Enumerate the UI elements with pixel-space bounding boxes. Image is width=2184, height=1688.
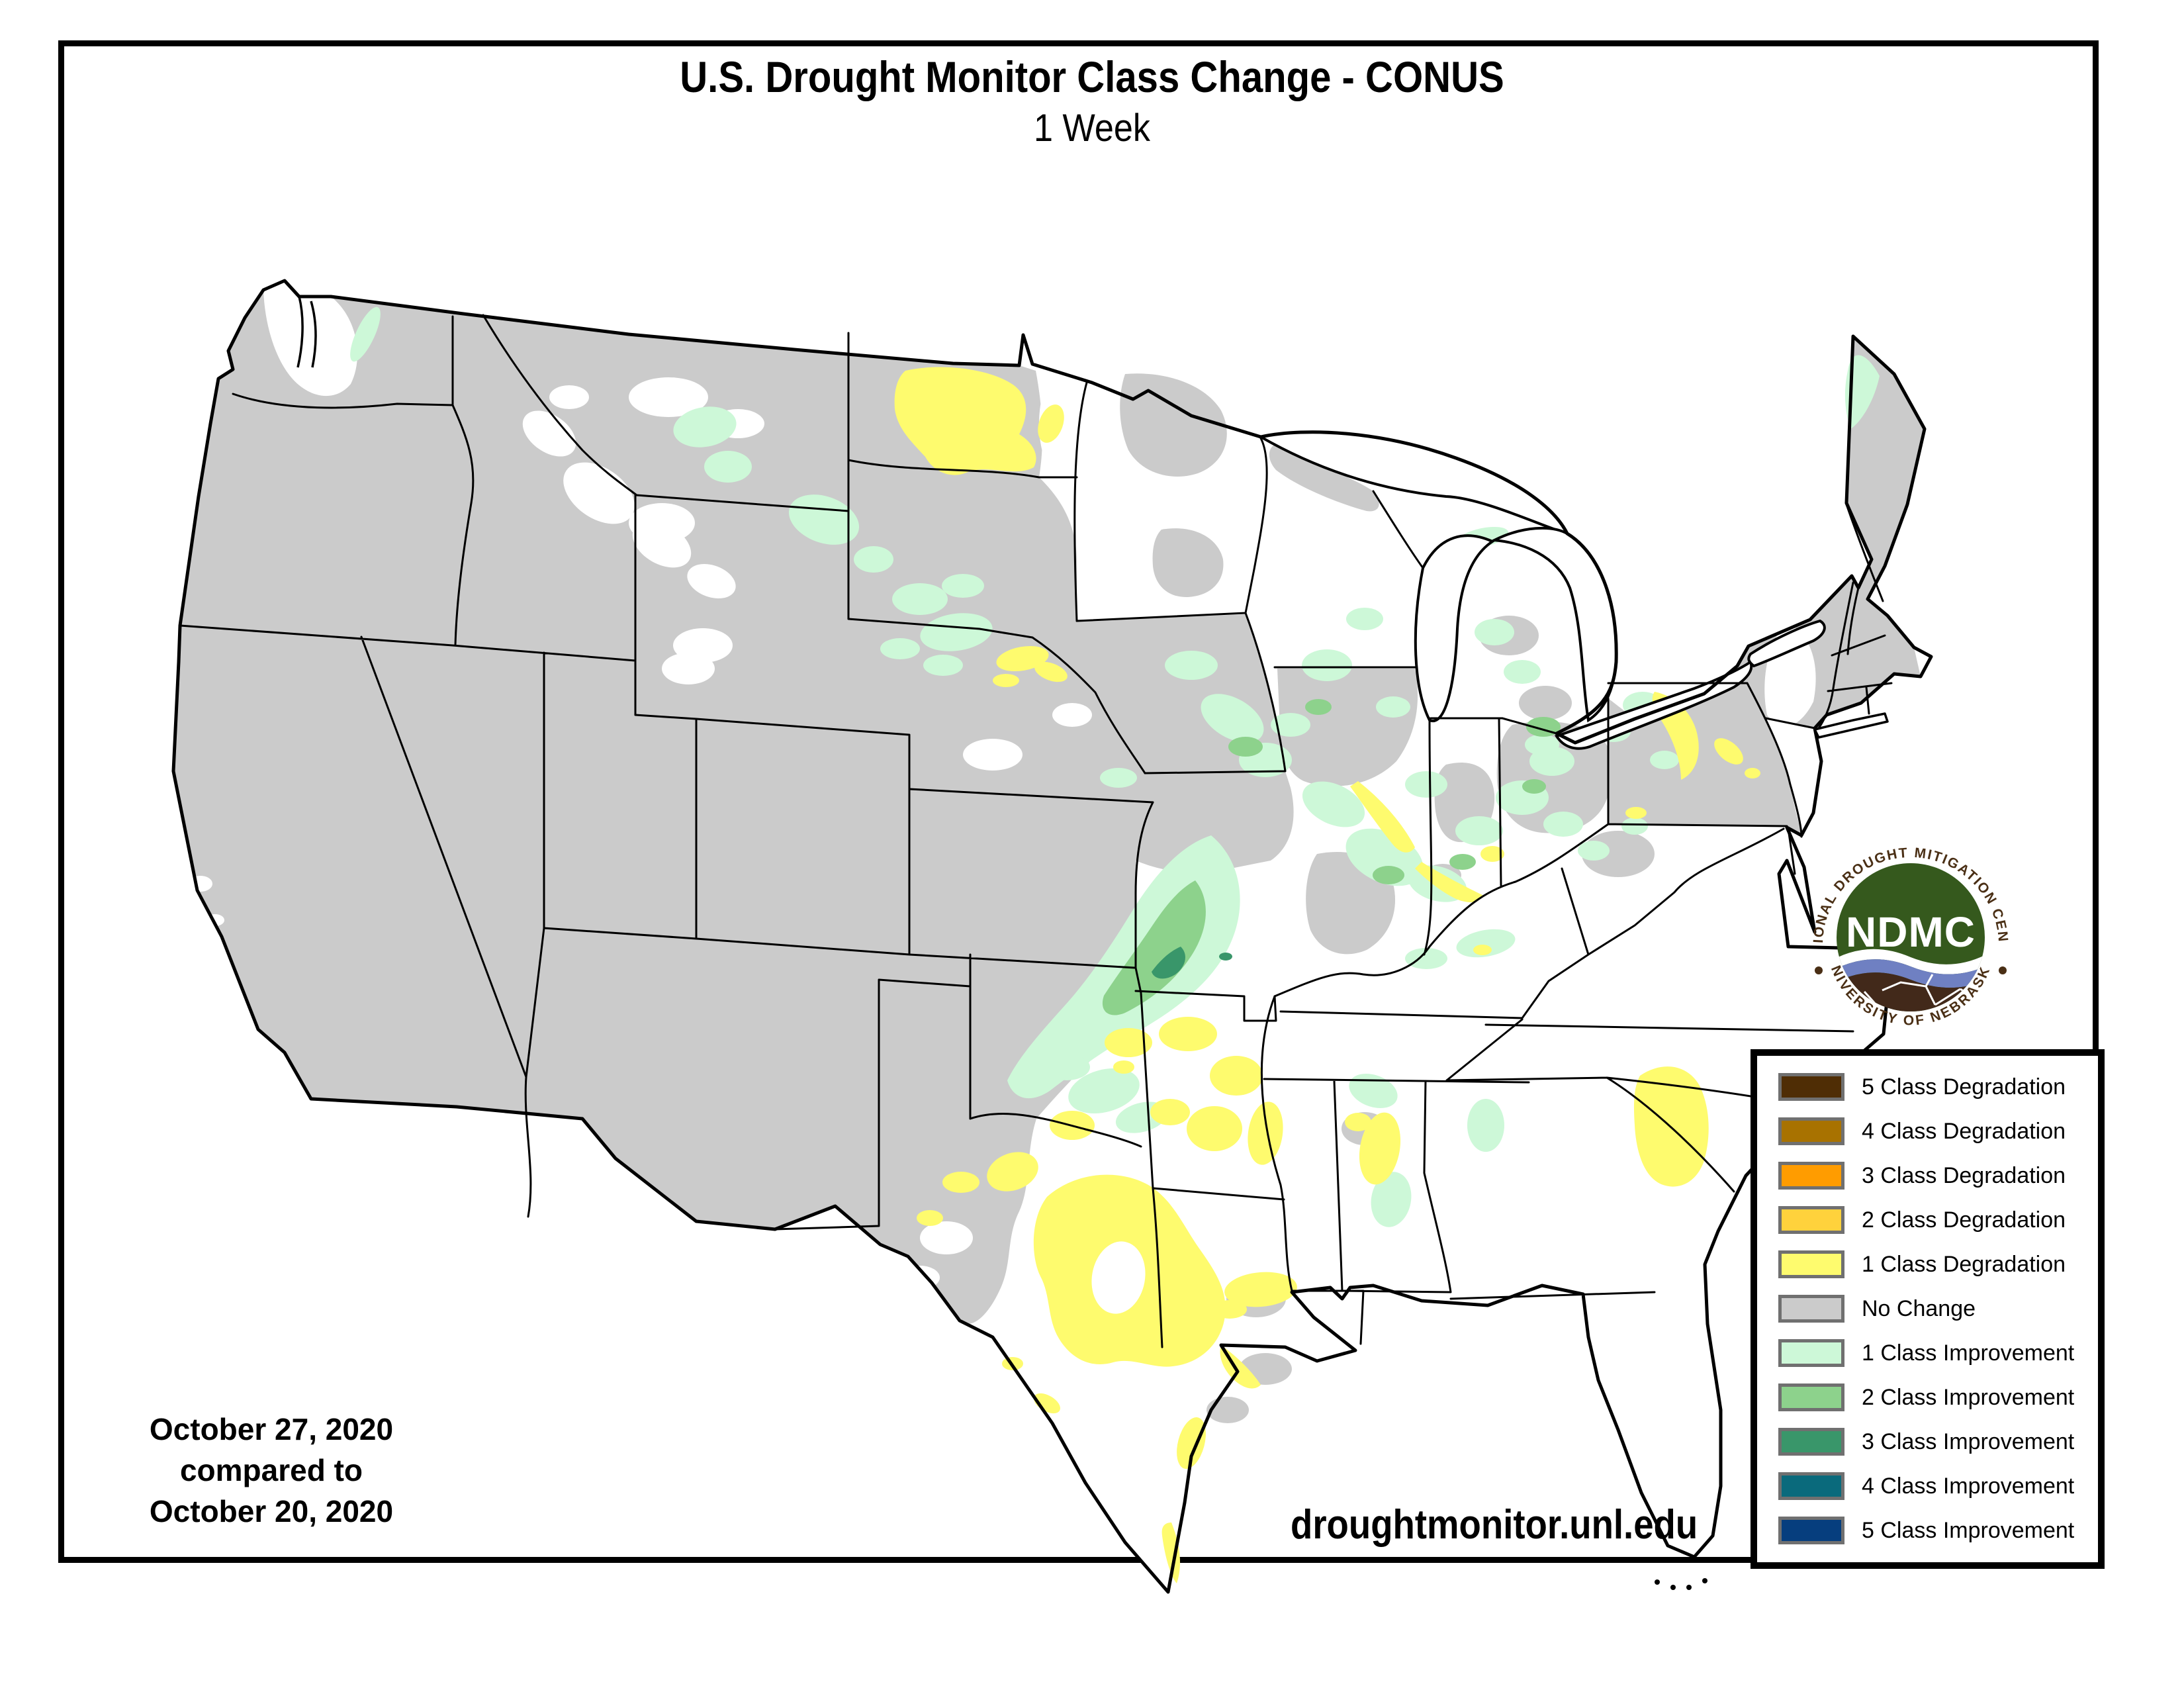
legend-label: 4 Class Improvement <box>1862 1473 2075 1499</box>
legend-item: 2 Class Degradation <box>1778 1206 2066 1234</box>
legend-item: 1 Class Improvement <box>1778 1339 2074 1367</box>
legend-item: 5 Class Degradation <box>1778 1073 2066 1101</box>
legend-swatch <box>1778 1383 1844 1411</box>
date-previous: October 20, 2020 <box>149 1494 394 1528</box>
improvement-3-patches <box>1152 947 1232 979</box>
legend-swatch <box>1778 1206 1844 1234</box>
map-frame-border <box>58 40 2099 1563</box>
legend-item: 1 Class Degradation <box>1778 1250 2066 1278</box>
legend-swatch <box>1778 1162 1844 1190</box>
legend-label: 2 Class Improvement <box>1862 1384 2075 1410</box>
legend-label: 3 Class Degradation <box>1862 1162 2066 1188</box>
national-outline <box>171 279 1933 1594</box>
legend-item: No Change <box>1778 1295 1976 1323</box>
date-current: October 27, 2020 <box>149 1412 394 1446</box>
legend-swatch <box>1778 1250 1844 1278</box>
date-compare-word: compared to <box>179 1453 363 1487</box>
legend-item: 3 Class Improvement <box>1778 1428 2074 1456</box>
legend-label: No Change <box>1862 1295 1976 1321</box>
logo-left-dot <box>1815 966 1823 974</box>
legend-item: 4 Class Degradation <box>1778 1117 2066 1145</box>
improvement-2-patches <box>1102 699 1561 1015</box>
legend-label: 3 Class Improvement <box>1862 1429 2075 1454</box>
legend-swatch <box>1778 1295 1844 1323</box>
legend-swatch <box>1778 1517 1844 1544</box>
state-boundaries <box>179 314 1893 1348</box>
texas-white-hole <box>1091 1241 1146 1314</box>
logo-acronym: NDMC <box>1846 908 1976 956</box>
legend-label: 1 Class Degradation <box>1862 1251 2066 1277</box>
legend-label: 1 Class Improvement <box>1862 1340 2075 1366</box>
legend-item: 5 Class Improvement <box>1778 1517 2074 1544</box>
legend-item: 3 Class Degradation <box>1778 1162 2066 1190</box>
legend-swatch <box>1778 1073 1844 1101</box>
logo-right-dot <box>1999 966 2007 974</box>
ndmc-logo: NDMC NATIONAL DROUGHT MITIGATION CENTER … <box>1801 833 2009 1029</box>
map-legend: 5 Class Degradation 4 Class Degradation … <box>1751 1049 2105 1569</box>
legend-item: 4 Class Improvement <box>1778 1472 2074 1500</box>
title-block: U.S. Drought Monitor Class Change - CONU… <box>0 52 2184 150</box>
lake-ontario <box>1747 619 1826 668</box>
legend-swatch <box>1778 1117 1844 1145</box>
degradation-1-patches <box>894 367 1760 1583</box>
legend-label: 5 Class Degradation <box>1862 1074 2066 1100</box>
legend-item: 2 Class Improvement <box>1778 1383 2074 1411</box>
legend-swatch <box>1778 1472 1844 1500</box>
legend-swatch <box>1778 1339 1844 1367</box>
legend-label: 5 Class Improvement <box>1862 1517 2075 1543</box>
page-subtitle: 1 Week <box>1033 107 1151 150</box>
legend-label: 4 Class Degradation <box>1862 1118 2066 1144</box>
no-drought-white-patches <box>173 281 1816 1289</box>
date-block: October 27, 2020 compared to October 20,… <box>106 1409 437 1532</box>
legend-swatch <box>1778 1428 1844 1456</box>
florida-keys <box>1655 1578 1707 1590</box>
website-url: droughtmonitor.unl.edu <box>1291 1502 1698 1548</box>
legend-label: 2 Class Degradation <box>1862 1207 2066 1233</box>
page-title: U.S. Drought Monitor Class Change - CONU… <box>680 52 1504 101</box>
lake-erie <box>1554 659 1753 750</box>
